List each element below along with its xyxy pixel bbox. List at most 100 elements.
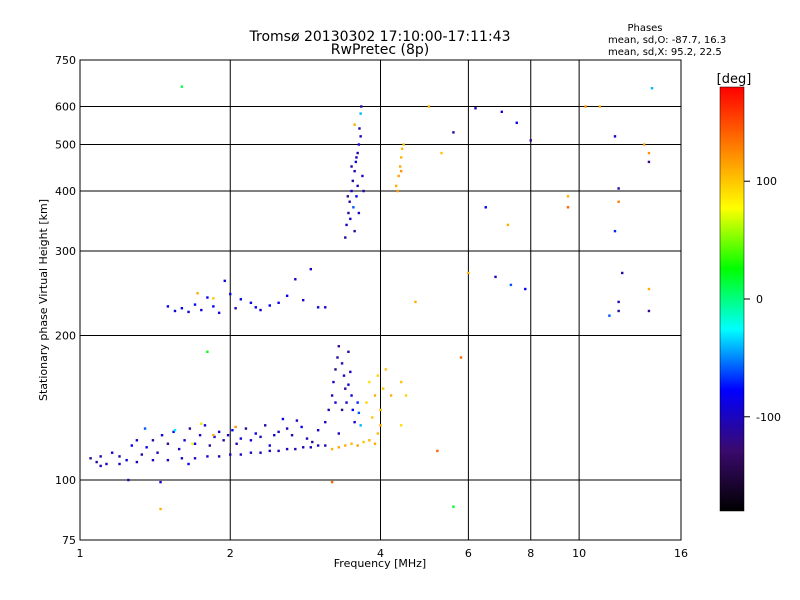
y-tick-label: 200: [55, 330, 76, 343]
data-point: [193, 303, 197, 306]
data-point: [350, 189, 353, 193]
colorbar-tick-label: -100: [756, 411, 781, 424]
data-point: [647, 151, 651, 155]
data-point: [524, 287, 527, 291]
data-point: [334, 368, 337, 371]
data-point: [130, 444, 134, 447]
data-point: [330, 447, 334, 451]
x-axis: 1 2 4 6 8 10 16: [77, 547, 689, 560]
data-point: [621, 271, 624, 275]
data-point: [357, 143, 361, 146]
x-tick-label: 4: [377, 547, 384, 560]
data-point: [389, 394, 393, 397]
data-point: [399, 169, 403, 173]
data-point: [277, 430, 280, 434]
data-point: [173, 309, 177, 313]
data-point: [277, 449, 280, 453]
data-point: [356, 401, 359, 404]
data-point: [356, 151, 359, 155]
data-point: [336, 356, 339, 359]
x-tick-label: 8: [527, 547, 534, 560]
data-point: [173, 429, 177, 432]
data-point: [376, 374, 379, 377]
data-point: [203, 424, 207, 427]
data-point: [316, 444, 320, 447]
data-point: [222, 439, 225, 442]
data-point: [285, 447, 289, 451]
data-point: [183, 439, 186, 442]
data-point: [180, 307, 184, 310]
data-point: [110, 451, 114, 454]
data-point: [294, 278, 297, 281]
y-tick-label: 300: [55, 245, 76, 258]
data-point: [566, 195, 570, 198]
data-point: [160, 433, 164, 437]
data-point: [212, 305, 215, 308]
data-point: [337, 432, 341, 435]
data-point: [484, 206, 487, 209]
data-point: [394, 184, 398, 188]
data-point: [217, 430, 221, 434]
data-point: [358, 127, 361, 130]
data-point: [229, 453, 232, 456]
data-point: [208, 444, 212, 447]
data-point: [316, 306, 320, 309]
data-point: [234, 425, 237, 429]
data-point: [268, 449, 271, 453]
data-point: [177, 447, 181, 451]
data-point: [399, 156, 403, 159]
data-point: [384, 368, 388, 371]
data-point: [295, 419, 299, 422]
data-point: [373, 442, 377, 445]
data-point: [309, 446, 312, 449]
data-point: [613, 229, 617, 233]
data-point: [95, 460, 98, 464]
data-point: [353, 123, 356, 126]
data-point: [399, 380, 403, 384]
data-point: [345, 401, 348, 404]
data-point: [156, 451, 159, 454]
data-point: [244, 427, 248, 430]
data-point: [200, 422, 203, 425]
data-point: [349, 217, 352, 221]
data-point: [452, 131, 455, 134]
data-point: [642, 143, 646, 146]
data-point: [172, 430, 175, 434]
data-point: [352, 206, 355, 209]
data-point: [598, 105, 601, 108]
chart-subtitle: RwPretec (8p): [331, 42, 429, 58]
data-point: [239, 437, 243, 440]
data-point: [249, 439, 253, 442]
data-point: [125, 458, 128, 462]
data-point: [159, 480, 162, 484]
data-point: [180, 85, 184, 88]
data-point: [467, 271, 470, 275]
data-point: [290, 433, 294, 437]
data-point: [294, 447, 297, 451]
data-point: [118, 455, 121, 458]
data-point: [259, 435, 262, 439]
data-point: [350, 394, 353, 397]
data-point: [617, 200, 620, 203]
y-tick-label: 500: [55, 139, 76, 152]
data-point: [206, 455, 209, 458]
data-point: [234, 307, 237, 310]
data-point: [348, 200, 351, 203]
data-point: [301, 446, 305, 449]
data-point: [351, 179, 354, 183]
data-point: [376, 432, 379, 435]
data-point: [235, 442, 238, 445]
data-point: [249, 451, 253, 454]
data-point: [118, 462, 121, 466]
data-point: [379, 408, 382, 412]
data-point: [89, 457, 92, 460]
data-point: [217, 311, 221, 315]
data-point: [309, 267, 312, 271]
data-point: [357, 411, 361, 415]
data-point: [140, 453, 144, 456]
data-point: [223, 279, 226, 283]
colorbar-tick-label: 100: [756, 175, 777, 188]
data-point: [353, 420, 356, 424]
data-point: [371, 416, 374, 419]
data-point: [647, 309, 651, 313]
